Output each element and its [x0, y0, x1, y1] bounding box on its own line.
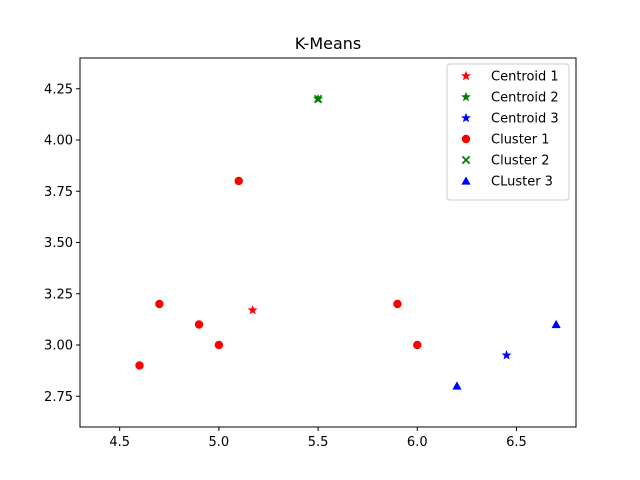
legend-marker [461, 176, 471, 185]
legend-label: Centroid 3 [491, 112, 559, 127]
legend-label: Centroid 2 [491, 91, 559, 106]
legend-label: CLuster 3 [491, 175, 553, 190]
data-point-cluster-1-6 [413, 340, 422, 350]
x-tick-label: 4.5 [109, 435, 130, 450]
legend-marker [461, 134, 471, 144]
legend: Centroid 1 Centroid 2 Centroid 3 Cluster 1 C… [446, 63, 570, 201]
y-tick-label: 4.00 [44, 134, 73, 149]
data-point-cluster-1-0 [135, 361, 144, 370]
legend-box [446, 63, 570, 201]
data-point-cluster-1-2 [194, 320, 204, 329]
legend-label: Centroid 1 [491, 70, 559, 85]
data-point-cluster-1-5 [393, 299, 402, 309]
data-point-centroid-3-0 [501, 350, 512, 360]
data-point-cluster-1-3 [214, 340, 224, 350]
data-point-cluster-1-4 [234, 176, 243, 186]
legend-marker [461, 91, 471, 102]
legend-marker [461, 112, 471, 123]
x-tick-label: 6.5 [506, 435, 527, 450]
chart-title: K-Means [295, 34, 362, 53]
y-tick-label: 2.75 [44, 390, 73, 405]
data-point-cluster-1-1 [155, 299, 164, 309]
legend-marker [461, 70, 471, 81]
axes: 4.5 5.0 5.5 6.0 6.5 2.75 3.00 3.25 3.50 3.75 4.00 4… [44, 57, 577, 450]
y-tick-label: 3.75 [44, 185, 73, 200]
data-point-cluster-3-0 [452, 381, 462, 390]
y-tick-label: 3.50 [44, 236, 73, 251]
plot-area [135, 93, 561, 390]
data-point-centroid-1-0 [247, 304, 258, 315]
x-tick-label: 5.5 [308, 435, 329, 450]
y-tick-label: 4.25 [44, 82, 73, 97]
x-tick-label: 5.0 [209, 435, 230, 450]
y-tick-label: 3.25 [44, 287, 73, 302]
y-tick-label: 3.00 [44, 339, 73, 354]
x-tick-label: 6.0 [407, 435, 428, 450]
data-point-cluster-2-0 [313, 94, 323, 104]
legend-label: Cluster 1 [491, 133, 550, 148]
legend-marker [461, 155, 471, 165]
legend-label: Cluster 2 [491, 154, 550, 169]
data-point-cluster-3-1 [551, 319, 561, 329]
